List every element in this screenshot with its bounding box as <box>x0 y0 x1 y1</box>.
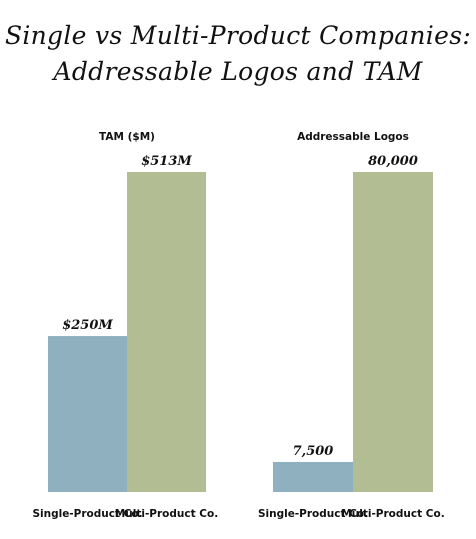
tam-bar-multi-product <box>127 172 206 492</box>
tam-panel-title: TAM ($M) <box>99 131 155 143</box>
logos-category-label-single-product: Single-Product Co. <box>258 508 368 520</box>
tam-category-label-single-product: Single-Product Co. <box>32 508 142 520</box>
tam-data-label-multi-product: $513M <box>141 154 192 169</box>
logos-bar-multi-product <box>353 172 433 492</box>
tam-panel: TAM ($M) $250M Single-Product Co. $513M Mult… <box>32 131 218 520</box>
chart-title-line-2: Addressable Logos and TAM <box>53 57 423 86</box>
tam-data-label-single-product: $250M <box>62 318 113 333</box>
tam-bar-single-product <box>48 336 127 492</box>
tam-category-label-multi-product: Multi-Product Co. <box>115 508 218 520</box>
chart-title: Single vs Multi-Product Companies: Addre… <box>0 18 476 90</box>
logos-category-label-multi-product: Multi-Product Co. <box>341 508 444 520</box>
logos-panel: Addressable Logos 7,500 Single-Product Co.… <box>258 131 445 520</box>
logos-data-label-single-product: 7,500 <box>293 444 334 459</box>
logos-bar-single-product <box>273 462 353 492</box>
chart-title-line-1: Single vs Multi-Product Companies: <box>4 21 472 50</box>
logos-panel-title: Addressable Logos <box>297 131 409 143</box>
logos-data-label-multi-product: 80,000 <box>368 154 418 169</box>
